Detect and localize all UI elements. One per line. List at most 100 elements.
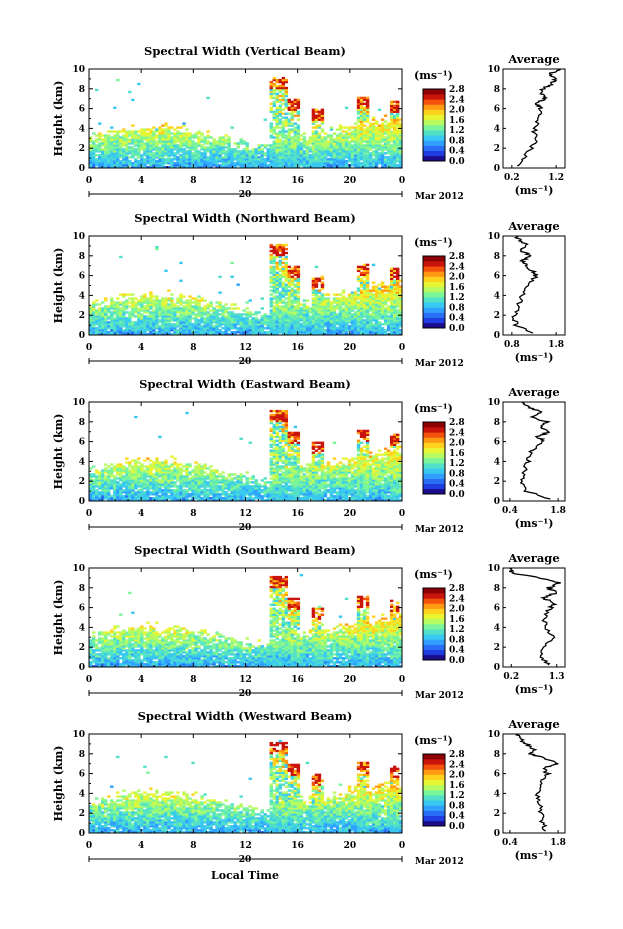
heatmap-cell <box>281 162 286 165</box>
heatmap-cell <box>326 331 331 334</box>
heatmap-cell <box>284 317 289 320</box>
heatmap-cell <box>149 329 153 332</box>
heatmap-cell <box>362 158 367 161</box>
heatmap-cell <box>203 317 207 320</box>
heatmap-cell <box>281 273 286 276</box>
heatmap-cell <box>92 323 96 326</box>
heatmap-cell <box>188 136 192 139</box>
colorbar-tick-label: 1.2 <box>449 293 465 303</box>
heatmap-cell <box>395 102 400 106</box>
heatmap-cell <box>209 146 213 149</box>
heatmap-cell <box>206 311 210 314</box>
heatmap-cell <box>164 329 168 332</box>
heatmap-cell <box>314 329 319 332</box>
heatmap-cell <box>317 309 322 312</box>
heatmap-cell <box>197 313 201 316</box>
heatmap-cell <box>275 88 280 92</box>
heatmap-cell <box>152 299 156 302</box>
heatmap-cell <box>269 160 273 163</box>
heatmap-cell <box>317 110 322 113</box>
heatmap-cell <box>344 142 349 145</box>
heatmap-cell <box>155 160 159 163</box>
heatmap-cell <box>242 142 246 145</box>
heatmap-cell <box>182 309 186 312</box>
heatmap-cell <box>281 293 286 296</box>
heatmap-cell <box>251 323 255 326</box>
heatmap-cell <box>293 267 298 271</box>
heatmap-cell <box>305 327 310 330</box>
heatmap-cell <box>362 130 367 133</box>
heatmap-cell <box>98 154 102 157</box>
heatmap-cell <box>359 166 364 169</box>
heatmap-cell <box>170 140 174 143</box>
heatmap-cell <box>104 142 108 145</box>
heatmap-cell <box>215 313 219 316</box>
heatmap-cell <box>311 325 316 328</box>
heatmap-cell <box>107 130 111 133</box>
heatmap-cell <box>176 333 180 336</box>
heatmap-cell <box>173 136 177 139</box>
heatmap-cell <box>395 120 400 123</box>
heatmap-cell <box>359 128 364 131</box>
heatmap-cell <box>98 156 102 159</box>
heatmap-cell <box>278 126 283 129</box>
heatmap-cell <box>164 309 168 312</box>
heatmap-cell <box>272 118 276 121</box>
heatmap-cell <box>179 146 183 149</box>
heatmap-cell <box>281 247 286 251</box>
heatmap-cell <box>164 323 168 326</box>
heatmap-cell <box>116 140 120 143</box>
heatmap-cell <box>131 327 135 330</box>
heatmap-cell <box>140 463 144 466</box>
heatmap-cell <box>122 317 126 320</box>
heatmap-cell <box>350 333 355 336</box>
heatmap-cell <box>179 279 183 282</box>
heatmap-cell <box>398 118 403 121</box>
heatmap-cell <box>278 299 283 302</box>
heatmap-cell <box>356 331 361 334</box>
heatmap-cell <box>164 138 168 141</box>
colorbar-swatch <box>423 256 445 262</box>
heatmap-cell <box>179 166 183 169</box>
heatmap-cell <box>362 152 367 155</box>
heatmap-cell <box>173 457 177 460</box>
heatmap-cell <box>161 164 165 167</box>
heatmap-cell <box>221 152 225 155</box>
heatmap-cell <box>281 307 286 310</box>
heatmap-cell <box>149 315 153 318</box>
heatmap-cell <box>125 301 129 304</box>
heatmap-cell <box>92 309 96 312</box>
average-unit: (ms⁻¹) <box>515 351 554 364</box>
heatmap-cell <box>278 90 283 94</box>
heatmap-cell <box>392 146 397 149</box>
heatmap-cell <box>317 156 322 159</box>
heatmap-cell <box>104 134 108 137</box>
heatmap-cell <box>281 319 286 322</box>
heatmap-cell <box>323 158 328 161</box>
heatmap-cell <box>137 148 141 151</box>
heatmap-cell <box>143 491 147 494</box>
heatmap-cell <box>356 323 361 326</box>
heatmap-cell <box>326 323 331 326</box>
heatmap-cell <box>356 162 361 165</box>
heatmap-cell <box>341 164 346 167</box>
heatmap-cell <box>287 277 292 280</box>
heatmap-cell <box>359 277 364 280</box>
heatmap-cell <box>323 331 328 334</box>
heatmap-cell <box>344 156 349 159</box>
heatmap-cell <box>224 162 228 165</box>
heatmap-cell <box>113 148 117 151</box>
heatmap-cell <box>155 156 159 159</box>
heatmap-cell <box>275 78 280 82</box>
heatmap-cell <box>374 285 379 288</box>
heatmap-cell <box>230 323 234 326</box>
heatmap-cell <box>344 152 349 155</box>
heatmap-cell <box>332 331 337 334</box>
heatmap-cell <box>194 309 198 312</box>
heatmap-cell <box>362 154 367 157</box>
heatmap-cell <box>260 154 264 157</box>
heatmap-cell <box>314 313 319 316</box>
heatmap-cell <box>317 323 322 326</box>
colorbar-tick-label: 0.4 <box>449 314 465 324</box>
heatmap-cell <box>176 152 180 155</box>
